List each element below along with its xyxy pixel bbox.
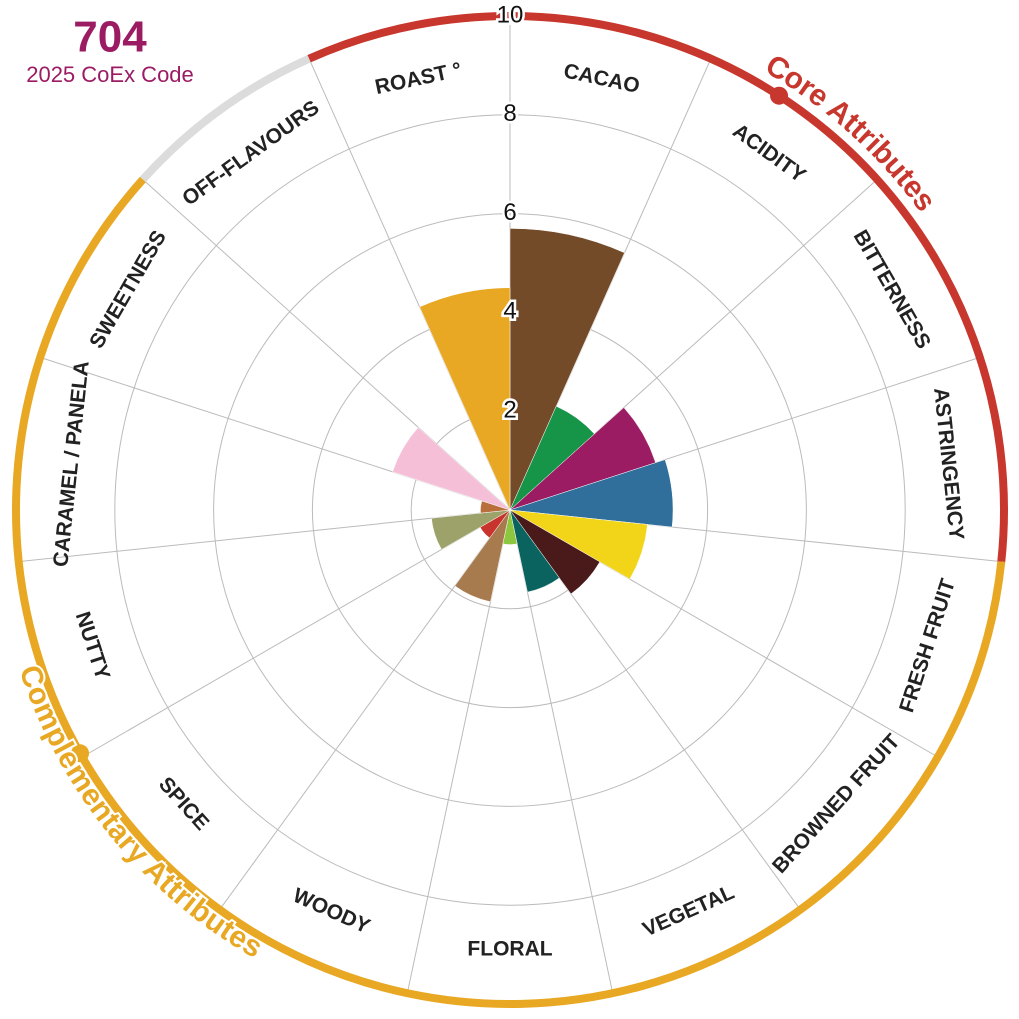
code: 704 [73,13,147,62]
y-tick-label: 8 [503,100,516,127]
y-tick-label: 2 [503,397,516,424]
bar [509,509,560,593]
subtitle: 2025 CoEx Code [26,62,194,87]
y-tick-label: 4 [503,298,516,325]
bar [454,509,511,603]
y-tick-label: 6 [503,199,516,226]
bar [419,287,511,511]
bar [509,459,674,528]
bar [392,427,511,511]
spoke [18,509,511,563]
group-dot [71,744,90,763]
y-tick-label: 10 [497,1,524,28]
bar [509,228,625,511]
group-ring [139,55,311,183]
group-ring [307,12,1008,563]
spoke [81,509,511,758]
bar [509,509,601,595]
bar [509,509,648,580]
bar [431,509,511,550]
group-ring [12,176,1006,1008]
group-dot [770,86,789,105]
category-label: FLORAL [467,938,552,961]
